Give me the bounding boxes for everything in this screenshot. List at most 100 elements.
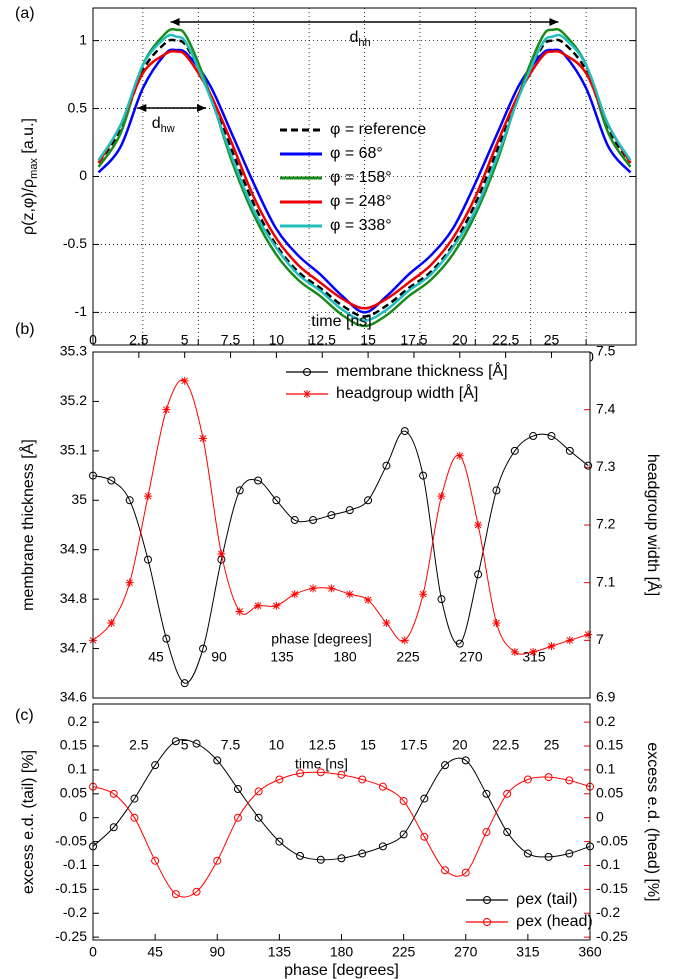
marker	[235, 607, 244, 616]
marker	[400, 427, 409, 436]
marker	[144, 492, 153, 501]
x2-tick-label: 225	[396, 649, 420, 665]
panel-label: (c)	[15, 707, 34, 724]
marker	[171, 890, 180, 899]
legend-label: φ = reference	[330, 121, 426, 138]
x-tick-label: 20	[452, 332, 468, 348]
x-tick-label: 90	[209, 944, 225, 960]
x-tick-label: 7.5	[221, 332, 241, 348]
marker	[192, 887, 201, 896]
marker	[254, 813, 263, 822]
x2-tick-label: 45	[148, 649, 164, 665]
y2-tick-label: 0	[596, 808, 604, 824]
marker	[162, 634, 171, 643]
marker	[316, 768, 325, 777]
marker	[378, 782, 387, 791]
marker	[199, 644, 208, 653]
marker	[510, 647, 519, 656]
marker	[327, 511, 336, 520]
legend-label: headgroup width [Å]	[336, 383, 478, 402]
marker	[565, 636, 574, 645]
marker	[420, 794, 429, 803]
y2-tick-label: -0.25	[596, 928, 628, 944]
legend-label: φ = 158°	[330, 169, 392, 186]
legend-label: φ = 338°	[330, 217, 392, 234]
marker	[382, 461, 391, 470]
y-tick-label: -0.05	[55, 832, 87, 848]
marker	[483, 918, 491, 926]
marker	[109, 823, 118, 832]
marker	[345, 506, 354, 515]
marker	[378, 842, 387, 851]
x-tick-label: 25	[544, 332, 560, 348]
legend-label: ρex (tail)	[516, 891, 578, 908]
y-tick-label: 34.6	[60, 689, 87, 705]
marker	[130, 794, 139, 803]
marker	[290, 590, 299, 599]
series-line	[97, 33, 632, 322]
marker	[107, 476, 116, 485]
annotation-sub: hw	[161, 123, 175, 135]
marker	[272, 601, 281, 610]
marker	[482, 828, 491, 837]
marker	[455, 451, 464, 460]
x-tick-label: 360	[578, 944, 602, 960]
x2-tick-label: 90	[211, 649, 227, 665]
y-tick-label: 1	[79, 31, 87, 47]
y-tick-label: 34.7	[60, 639, 87, 655]
annotation-main: d	[350, 29, 359, 46]
marker	[399, 830, 408, 839]
marker	[358, 849, 367, 858]
marker	[364, 496, 373, 505]
marker	[125, 578, 134, 587]
marker	[441, 866, 450, 875]
marker	[455, 639, 464, 648]
y-tick-label: 35.3	[60, 343, 87, 359]
x-tick-label: 17.5	[400, 332, 427, 348]
x2-tick-label: 22.5	[492, 737, 519, 753]
marker	[151, 761, 160, 770]
plot-background	[93, 704, 590, 940]
marker	[309, 516, 318, 525]
marker	[345, 590, 354, 599]
plot-frame	[92, 7, 637, 346]
panel-label: (b)	[15, 321, 35, 338]
x-tick-label: 270	[454, 944, 478, 960]
y2-tick-label: 0.1	[596, 761, 616, 777]
marker	[337, 770, 346, 779]
y-axis-label-sub: max	[28, 158, 40, 179]
y2-tick-label: -0.1	[596, 856, 620, 872]
marker	[503, 828, 512, 837]
marker	[309, 584, 318, 593]
marker	[364, 595, 373, 604]
y2-tick-label: 7	[596, 631, 604, 647]
x-tick-label: 45	[147, 944, 163, 960]
y-tick-label: 0.2	[68, 713, 88, 729]
legend-label: φ = 68°	[330, 145, 383, 162]
y-tick-label: 0	[79, 808, 87, 824]
annotation-sub: hh	[358, 37, 370, 49]
marker	[523, 775, 532, 784]
marker	[316, 855, 325, 864]
marker	[461, 756, 470, 765]
marker	[544, 852, 553, 861]
marker	[437, 595, 446, 604]
marker	[171, 737, 180, 746]
marker	[544, 773, 553, 782]
x2-tick-label: 5	[181, 737, 189, 753]
x-tick-label: 10	[269, 332, 285, 348]
y2-axis-label: excess e.d. (head) [%]	[644, 742, 661, 901]
marker	[144, 555, 153, 564]
marker	[272, 496, 281, 505]
plot-frame	[92, 703, 591, 941]
legend-label: membrane thickness [Å]	[336, 361, 508, 380]
marker	[275, 837, 284, 846]
x2-tick-label: 17.5	[400, 737, 427, 753]
y2-tick-label: 7.3	[596, 458, 616, 474]
series-line	[92, 739, 591, 861]
marker	[510, 446, 519, 455]
x-tick-label: 135	[268, 944, 292, 960]
marker	[180, 376, 189, 385]
marker	[275, 775, 284, 784]
series-line	[97, 38, 632, 318]
